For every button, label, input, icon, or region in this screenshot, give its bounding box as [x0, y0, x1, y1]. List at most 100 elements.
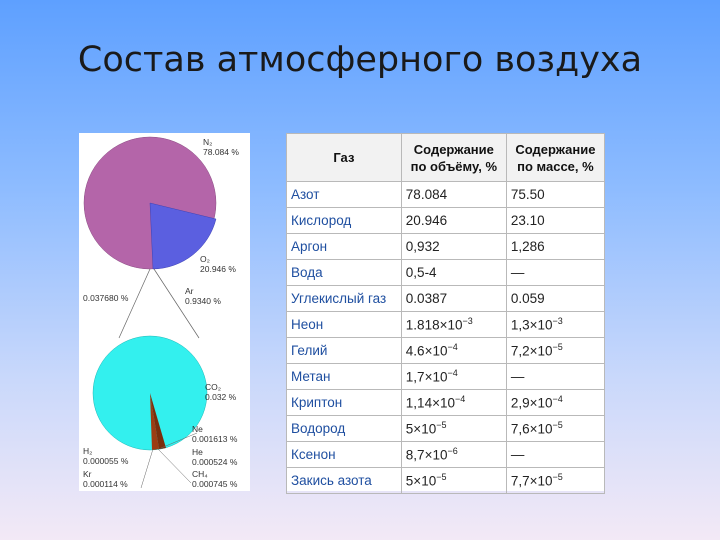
gas-name-cell: Кислород [286, 207, 402, 234]
volume-cell: 4.6×10−4 [400, 337, 507, 364]
volume-cell: 5×10−5 [400, 467, 507, 494]
volume-exponent: −4 [447, 368, 458, 379]
pie-charts-graphic [83, 136, 217, 489]
volume-value: 1.818×10 [405, 317, 463, 333]
o2-value: 20.946 % [200, 264, 236, 274]
volume-cell: 0.0387 [400, 285, 507, 312]
table-row: Углекислый газ 0.0387 0.059 [286, 285, 606, 312]
gas-name-cell: Гелий [286, 337, 402, 364]
ch4-formula: CH₄ [192, 469, 208, 479]
mass-value: — [510, 369, 525, 384]
mass-cell: 7,2×10−5 [505, 337, 606, 364]
mass-cell: 7,7×10−5 [505, 467, 606, 494]
ne-value: 0.001613 % [192, 434, 238, 444]
h2-formula: H₂ [83, 446, 93, 456]
gas-name-cell: Вода [286, 259, 402, 286]
gas-name-cell: Ксенон [286, 441, 402, 468]
other-gases-label: 0.037680 % [83, 293, 129, 303]
table-row: Метан 1,7×10−4— [286, 363, 606, 390]
ar-formula: Ar [185, 286, 194, 296]
volume-exponent: −6 [447, 446, 458, 457]
leader-h2 [140, 448, 154, 489]
volume-cell: 1,14×10−4 [400, 389, 507, 416]
he-value: 0.000524 % [192, 457, 238, 467]
pie2-minor-slice [150, 393, 159, 450]
kr-label: Kr 0.000114 % [83, 469, 128, 489]
mass-cell: 75.50 [505, 181, 606, 208]
volume-cell: 0,932 [400, 233, 507, 260]
mass-exponent: −5 [552, 472, 563, 483]
table-row: Вода 0,5-4 — [286, 259, 606, 286]
table-body: Азот 78.084 75.50 Кислород 20.946 23.10 Аргон 0… [286, 181, 606, 494]
volume-cell: 78.084 [400, 181, 507, 208]
slide-title: Состав атмосферного воздуха [77, 40, 643, 80]
leader-ch4 [157, 448, 192, 484]
table-row: Гелий 4.6×10−4 7,2×10−5 [286, 337, 606, 364]
mass-cell: 23.10 [505, 207, 606, 234]
volume-value: 1,7×10 [405, 369, 448, 385]
header-gas: Газ [286, 133, 402, 182]
mass-exponent: −4 [552, 394, 563, 405]
mass-value: 2,9×10 [510, 395, 553, 411]
leader-ne [160, 432, 198, 449]
volume-cell: 0,5-4 [400, 259, 507, 286]
mass-value: — [510, 265, 525, 280]
gas-name-cell: Азот [286, 181, 402, 208]
mass-cell: 1,3×10−3 [505, 311, 606, 338]
mass-cell: — [505, 441, 606, 468]
table-row: Неон 1.818×10−3 1,3×10−3 [286, 311, 606, 338]
volume-value: 8,7×10 [405, 447, 448, 463]
kr-value: 0.000114 % [83, 479, 128, 489]
atmosphere-pie-figure: N₂ 78.084 % O₂ 20.946 % Ar 0.9340 % 0.03… [79, 133, 250, 491]
volume-value: 0,932 [405, 239, 440, 254]
volume-value: 78.084 [405, 187, 448, 202]
n2-formula: N₂ [203, 137, 213, 147]
mass-cell: 7,6×10−5 [505, 415, 606, 442]
gas-name-cell: Криптон [286, 389, 402, 416]
gas-name-cell: Аргон [286, 233, 402, 260]
volume-value: 5×10 [405, 473, 437, 489]
header-by-mass-line1: Содержание [515, 141, 596, 157]
volume-cell: 1,7×10−4 [400, 363, 507, 390]
mass-value: 23.10 [510, 213, 545, 228]
pie1-o2-slice [149, 202, 217, 270]
volume-cell: 5×10−5 [400, 415, 507, 442]
table-row: Ксенон 8,7×10−6— [286, 441, 606, 468]
header-by-volume-line2: по объёму, % [410, 158, 498, 174]
table-row: Криптон 1,14×10−4 2,9×10−4 [286, 389, 606, 416]
volume-exponent: −5 [436, 472, 447, 483]
mass-cell: 2,9×10−4 [505, 389, 606, 416]
ne-label: Ne 0.001613 % [192, 424, 237, 444]
h2-value: 0.000055 % [83, 456, 129, 466]
volume-value: 20.946 [405, 213, 448, 228]
header-by-mass-line2: по массе, % [517, 158, 594, 174]
mass-exponent: −5 [552, 420, 563, 431]
n2-label: N₂ 78.084 % [203, 137, 239, 157]
mass-cell: 0.059 [505, 285, 606, 312]
mass-exponent: −5 [552, 342, 563, 353]
co2-formula: CO₂ [205, 382, 222, 392]
volume-cell: 1.818×10−3 [400, 311, 507, 338]
mass-value: 7,7×10 [510, 473, 553, 489]
connector-line-right [153, 268, 200, 339]
mass-cell: — [505, 259, 606, 286]
gas-name-cell: Углекислый газ [286, 285, 402, 312]
mass-exponent: −3 [552, 316, 563, 327]
volume-cell: 20.946 [400, 207, 507, 234]
volume-exponent: −3 [462, 316, 473, 327]
header-by-mass: Содержание по массе, % [505, 133, 606, 182]
header-by-volume: Содержание по объёму, % [400, 133, 507, 182]
gas-name-cell: Закись азота [286, 467, 402, 494]
volume-value: 4.6×10 [405, 343, 448, 359]
volume-value: 5×10 [405, 421, 437, 437]
mass-value: 75.50 [510, 187, 545, 202]
he-label: He 0.000524 % [192, 447, 237, 467]
he-formula: He [192, 447, 203, 457]
mass-cell: 1,286 [505, 233, 606, 260]
co2-label: CO₂ 0.032 % [205, 382, 236, 402]
pie2-minor-slice-2 [150, 393, 166, 449]
n2-value: 78.084 % [203, 147, 239, 157]
mass-value: 0.059 [510, 291, 545, 306]
mass-cell: — [505, 363, 606, 390]
volume-cell: 8,7×10−6 [400, 441, 507, 468]
